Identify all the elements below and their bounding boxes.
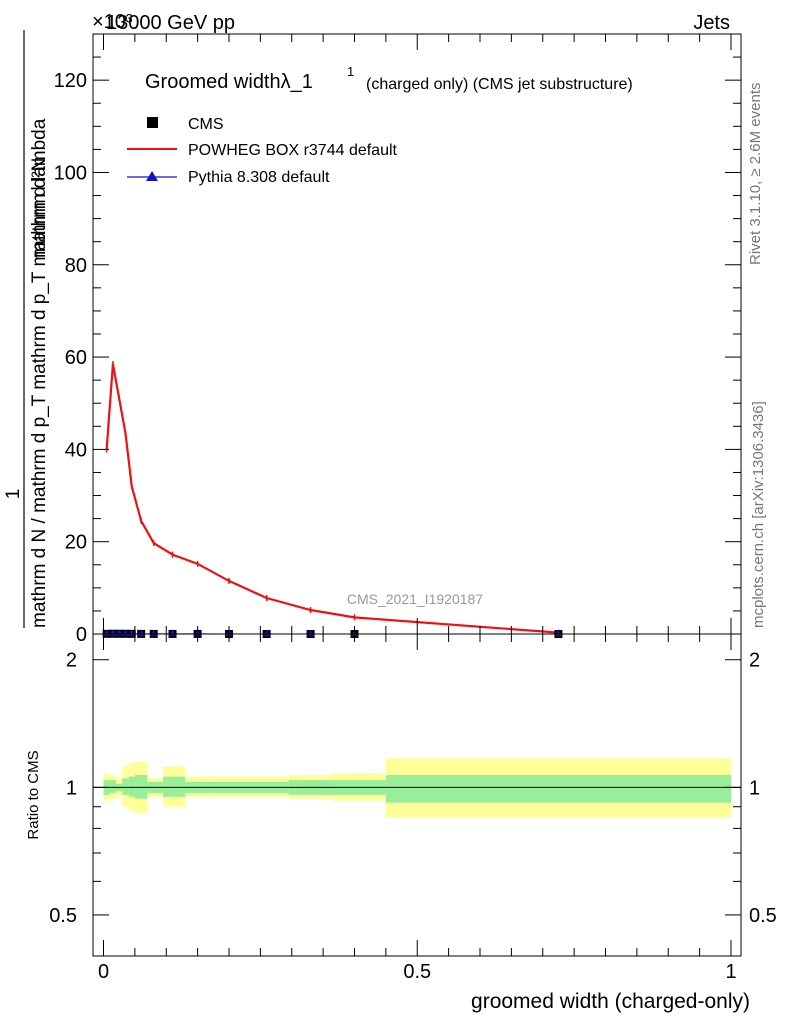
main-x-ticks <box>103 34 732 634</box>
y-tick-label: 0 <box>76 624 87 646</box>
x-tick-label: 0.5 <box>403 961 431 983</box>
energy-label: 13000 GeV pp <box>106 12 235 34</box>
ratio-panel: 0.5 0.51 12 2 0 0.5 1 <box>49 633 777 983</box>
main-ylabel-denominator: mathrm d N / mathrm d p_T mathrm d p_T m… <box>29 118 50 628</box>
y-tick-label: 120 <box>54 70 87 92</box>
main-y-ticks: 0 20 40 60 80 100 120 <box>54 33 741 646</box>
x-tick-label: 0 <box>98 961 109 983</box>
y-tick-label: 80 <box>65 255 87 277</box>
ratio-y-tick-label-right: 1 <box>749 777 760 799</box>
category-label: Jets <box>693 12 730 34</box>
ratio-y-ticks: 0.5 0.5 1 1 2 2 <box>49 650 777 927</box>
y-tick-label: 20 <box>65 532 87 554</box>
main-ylabel-numerator: 1 <box>3 489 24 500</box>
series-line-powheg <box>105 363 559 634</box>
chart-title-rest: (charged only) (CMS jet substructure) <box>366 76 633 93</box>
chart-title-main: Groomed widthλ_1 <box>145 71 313 93</box>
y-tick-label: 100 <box>54 162 87 184</box>
x-axis-label: groomed width (charged-only) <box>471 990 750 1013</box>
rivet-version-label: Rivet 3.1.10, ≥ 2.6M events <box>747 83 764 266</box>
legend-marker-cms <box>147 117 158 128</box>
ratio-bands <box>103 758 731 818</box>
main-ylabel-top: mathrm d²N <box>29 158 50 258</box>
mcplots-label: mcplots.cern.ch [arXiv:1306.3436] <box>750 401 767 628</box>
ratio-stat-band <box>163 776 186 797</box>
legend-label-cms: CMS <box>188 116 224 133</box>
ratio-stat-band <box>109 780 117 793</box>
exponent-label: ×10³ <box>92 11 133 33</box>
main-curves <box>102 361 563 638</box>
x-tick-label: 1 <box>725 961 736 983</box>
ratio-y-tick-label-right: 0.5 <box>749 905 777 927</box>
legend: CMS POWHEG BOX r3744 default Pythia 8.30… <box>127 116 398 186</box>
analysis-watermark: CMS_2021_I1920187 <box>347 591 483 607</box>
y-tick-label: 60 <box>65 347 87 369</box>
ratio-y-tick-label: 1 <box>66 777 77 799</box>
ratio-stat-band <box>122 778 129 795</box>
ratio-stat-band <box>128 776 135 797</box>
y-tick-label: 40 <box>65 439 87 461</box>
ratio-stat-band <box>134 774 148 799</box>
legend-label-powheg: POWHEG BOX r3744 default <box>188 142 398 159</box>
legend-label-pythia: Pythia 8.308 default <box>188 169 330 186</box>
ratio-ylabel: Ratio to CMS <box>25 750 42 839</box>
ratio-x-ticks: 0 0.5 1 <box>98 634 737 983</box>
ratio-stat-band <box>385 774 731 803</box>
ratio-y-tick-label-right: 2 <box>749 650 760 672</box>
main-panel: 0 20 40 60 80 100 120 Groomed widthλ_1 1 (char… <box>54 33 742 646</box>
ratio-y-tick-label: 2 <box>66 650 77 672</box>
legend-marker-pythia <box>146 171 158 181</box>
chart-title-sup: 1 <box>347 64 354 79</box>
ratio-y-tick-label: 0.5 <box>49 905 77 927</box>
